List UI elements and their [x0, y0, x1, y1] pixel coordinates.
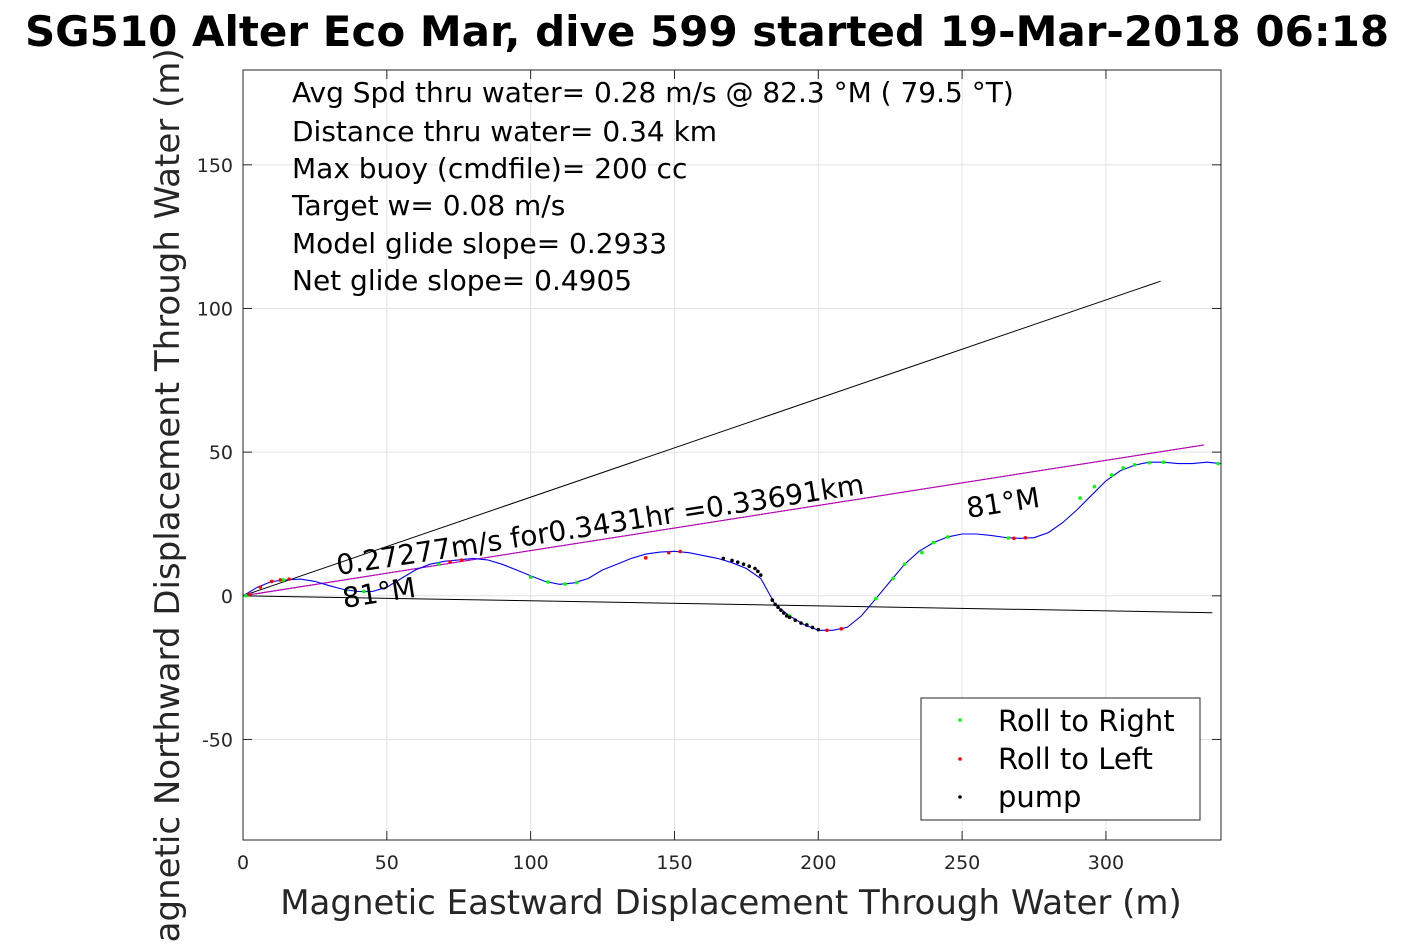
roll-right-point	[902, 562, 907, 566]
guide-line-net-track-highlight	[242, 444, 1204, 597]
roll-right-point	[362, 589, 366, 594]
annotation-block: Avg Spd thru water= 0.28 m/s @ 82.3 °M (…	[291, 76, 1014, 297]
pump-point	[776, 605, 780, 610]
roll-right-point	[1006, 536, 1010, 540]
roll-right-point	[1147, 460, 1151, 465]
roll-left-point	[448, 560, 452, 564]
guide-line-upper-envelope	[242, 280, 1161, 597]
roll-right-point	[528, 575, 533, 579]
roll-right-point	[436, 562, 441, 566]
x-tick-label: 100	[513, 852, 549, 874]
roll-left-point	[246, 592, 251, 597]
x-axis-label: Magnetic Eastward Displacement Through W…	[280, 883, 1182, 923]
plot-frame	[242, 69, 1222, 841]
legend-roll-right-marker	[958, 718, 962, 722]
annotation-distance: Distance thru water= 0.34 km	[292, 115, 717, 148]
pump-point	[810, 625, 815, 630]
pump-point	[804, 623, 809, 627]
x-tick-label: 150	[656, 852, 692, 874]
pump-point	[793, 618, 798, 623]
guide-lines	[242, 280, 1213, 614]
pump-point	[781, 611, 786, 615]
annotation-target-w: Target w= 0.08 m/s	[291, 189, 565, 222]
roll-right-point	[874, 596, 878, 601]
pump-point	[784, 614, 789, 618]
roll-right-point	[574, 580, 579, 585]
x-tick-label: 0	[237, 852, 249, 874]
roll-left-point	[278, 578, 283, 582]
legend-roll-left-marker	[958, 757, 962, 761]
x-tick-label: 300	[1088, 852, 1124, 874]
legend-pump-marker	[958, 795, 962, 799]
legend-roll-left-label: Roll to Left	[998, 742, 1153, 776]
roll-right-point	[1078, 496, 1082, 500]
roll-left-point	[839, 627, 844, 631]
pump-point	[747, 564, 752, 568]
pump-point	[735, 560, 740, 564]
y-tick-label: -50	[202, 729, 233, 751]
roll-left-point	[666, 550, 671, 555]
roll-right-point	[563, 582, 567, 586]
annotation-max-buoy: Max buoy (cmdfile)= 200 cc	[292, 152, 687, 185]
roll-right-point	[920, 550, 924, 555]
x-tick-label: 50	[375, 852, 399, 874]
pump-point	[816, 627, 821, 632]
roll-left-point	[459, 558, 464, 562]
roll-right-point	[1161, 460, 1166, 464]
roll-left-point	[825, 628, 829, 633]
pump-point	[787, 615, 792, 620]
roll-left-point	[269, 579, 274, 584]
roll-left-point	[1012, 536, 1016, 541]
roll-right-point	[244, 593, 248, 598]
pump-point	[770, 598, 775, 602]
x-tick-label: 200	[800, 852, 836, 874]
legend-roll-right-label: Roll to Right	[998, 704, 1175, 738]
guide-line-lower-envelope	[242, 595, 1213, 614]
pump-point	[756, 569, 760, 574]
glider-track-line	[242, 461, 1222, 631]
track-points	[244, 460, 1220, 633]
pump-point	[799, 621, 803, 625]
roll-right-point	[931, 540, 936, 545]
annotation-avg-speed: Avg Spd thru water= 0.28 m/s @ 82.3 °M (…	[292, 76, 1014, 109]
tick-marks: 0 50 100 150 200 250 300 -50 0 50 100 150	[197, 70, 1221, 874]
annotation-model-glide-slope: Model glide slope= 0.2933	[292, 227, 667, 260]
pump-point	[758, 573, 763, 577]
legend-box	[920, 697, 1201, 821]
y-tick-label: 100	[197, 298, 233, 320]
y-axis-label: Magnetic Northward Displacement Through …	[148, 48, 188, 945]
roll-right-point	[1132, 462, 1137, 467]
roll-left-point	[1023, 535, 1028, 540]
chart-title: SG510 Alter Eco Mar, dive 599 started 19…	[25, 7, 1389, 56]
roll-left-point	[287, 577, 291, 581]
roll-right-point	[1092, 484, 1097, 489]
roll-right-point	[1109, 473, 1114, 477]
roll-right-point	[945, 535, 950, 539]
annotation-net-glide-slope: Net glide slope= 0.4905	[292, 264, 632, 297]
grid-lines	[242, 70, 1221, 840]
roll-right-point	[344, 588, 349, 592]
pump-point	[721, 556, 726, 561]
roll-left-point	[258, 585, 263, 589]
pump-point	[773, 602, 777, 607]
legend-pump-label: pump	[998, 780, 1081, 814]
legend: Roll to Right Roll to Left pump	[920, 697, 1201, 821]
roll-right-point	[1121, 466, 1125, 470]
roll-left-point	[643, 556, 648, 560]
roll-right-point	[281, 578, 286, 582]
y-tick-label: 0	[221, 586, 233, 608]
pump-point	[741, 562, 746, 566]
y-tick-label: 50	[209, 442, 233, 464]
roll-left-point	[678, 549, 683, 554]
roll-right-point	[1216, 461, 1220, 466]
roll-right-point	[546, 580, 550, 584]
y-tick-label: 150	[197, 155, 233, 177]
pump-point	[753, 566, 757, 571]
x-tick-label: 250	[944, 852, 980, 874]
pump-point	[779, 608, 783, 612]
pump-point	[730, 558, 734, 563]
roll-right-point	[891, 576, 895, 581]
